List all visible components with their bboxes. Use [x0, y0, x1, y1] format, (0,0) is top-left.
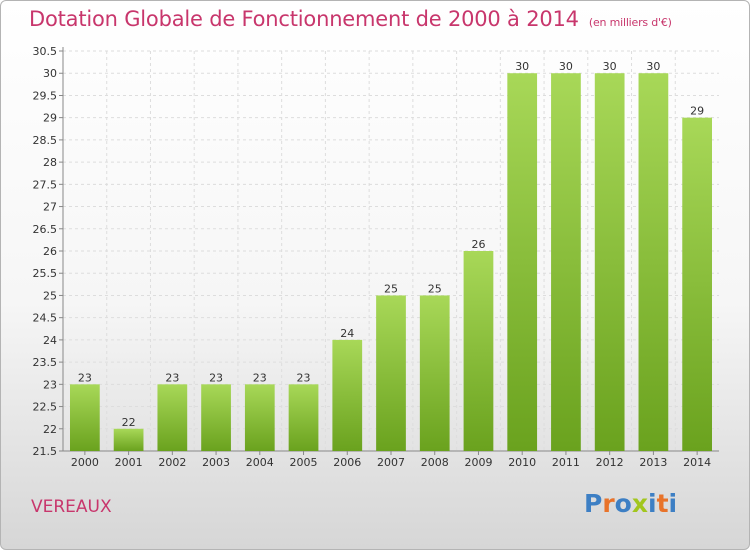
bar-2013 — [638, 73, 669, 451]
data-label: 23 — [209, 371, 223, 384]
data-label: 25 — [384, 282, 398, 295]
bar-2007 — [376, 295, 406, 451]
logo-letter: i — [648, 489, 657, 518]
x-tick-label: 2001 — [115, 456, 143, 469]
x-tick-label: 2002 — [158, 456, 186, 469]
logo-letter: x — [631, 489, 648, 518]
logo-letter: i — [668, 489, 678, 518]
x-tick-label: 2007 — [377, 456, 405, 469]
x-tick-label: 2009 — [464, 456, 492, 469]
bar-2006 — [332, 339, 363, 451]
y-tick-label: 22.5 — [33, 401, 58, 414]
data-label: 30 — [646, 60, 660, 73]
chart-title-text: Dotation Globale de Fonctionnement de 20… — [29, 7, 579, 31]
chart-subtitle: (en milliers d'€) — [588, 16, 672, 29]
y-tick-label: 29 — [43, 112, 57, 125]
logo-letter: t — [656, 489, 669, 518]
x-tick-label: 2005 — [290, 456, 318, 469]
bar-2008 — [419, 295, 450, 451]
bars — [69, 73, 713, 452]
y-tick-label: 23.5 — [33, 356, 58, 369]
chart-title: Dotation Globale de Fonctionnement de 20… — [29, 7, 672, 31]
x-tick-label: 2006 — [333, 456, 361, 469]
y-tick-label: 23 — [43, 378, 57, 391]
bar-2011 — [551, 73, 581, 451]
y-tick-label: 25 — [43, 289, 57, 302]
y-tick-label: 28.5 — [33, 134, 58, 147]
data-label: 30 — [515, 60, 529, 73]
data-label: 30 — [559, 60, 573, 73]
bar-2000 — [69, 384, 100, 451]
y-tick-label: 30 — [43, 67, 57, 80]
bar-2004 — [244, 384, 275, 451]
y-tick-label: 26.5 — [33, 223, 58, 236]
x-tick-label: 2004 — [246, 456, 274, 469]
bar-2002 — [157, 384, 188, 451]
x-tick-label: 2014 — [683, 456, 711, 469]
y-tick-label: 24.5 — [33, 312, 58, 325]
y-tick-label: 24 — [43, 334, 57, 347]
x-tick-label: 2013 — [639, 456, 667, 469]
labels: 21.5 22 22.5 23 23.5 24 24.5 25 25.5 26 26.5 27 27.5… — [33, 45, 712, 469]
bar-2014 — [682, 117, 713, 452]
bar-2012 — [594, 73, 625, 451]
x-tick-label: 2011 — [552, 456, 580, 469]
bar-2010 — [507, 73, 538, 451]
data-label: 22 — [122, 416, 136, 429]
bar-2003 — [201, 384, 231, 451]
y-tick-label: 29.5 — [33, 89, 58, 102]
data-label: 26 — [471, 238, 485, 251]
logo-letter: r — [602, 489, 615, 518]
data-label: 30 — [603, 60, 617, 73]
y-tick-label: 27 — [43, 201, 57, 214]
y-tick-label: 28 — [43, 156, 57, 169]
logo-letter: P — [584, 489, 603, 518]
x-tick-label: 2003 — [202, 456, 230, 469]
proxiti-logo[interactable]: Proxiti — [584, 489, 677, 518]
data-label: 25 — [428, 282, 442, 295]
x-tick-label: 2012 — [596, 456, 624, 469]
data-label: 29 — [690, 105, 704, 118]
bar-2009 — [463, 251, 494, 451]
y-tick-label: 22 — [43, 423, 57, 436]
logo-letter: o — [614, 489, 632, 518]
y-tick-label: 21.5 — [33, 445, 58, 458]
x-tick-label: 2008 — [421, 456, 449, 469]
y-tick-label: 26 — [43, 245, 57, 258]
bar-2005 — [288, 384, 319, 451]
data-label: 23 — [78, 371, 92, 384]
data-label: 24 — [340, 327, 354, 340]
x-tick-label: 2000 — [71, 456, 99, 469]
y-tick-label: 25.5 — [33, 267, 58, 280]
y-tick-label: 30.5 — [33, 45, 58, 58]
data-label: 23 — [297, 371, 311, 384]
bar-2001 — [113, 428, 144, 451]
commune-name: VEREAUX — [31, 497, 112, 517]
data-label: 23 — [165, 371, 179, 384]
y-tick-label: 27.5 — [33, 178, 58, 191]
x-tick-label: 2010 — [508, 456, 536, 469]
data-label: 23 — [253, 371, 267, 384]
